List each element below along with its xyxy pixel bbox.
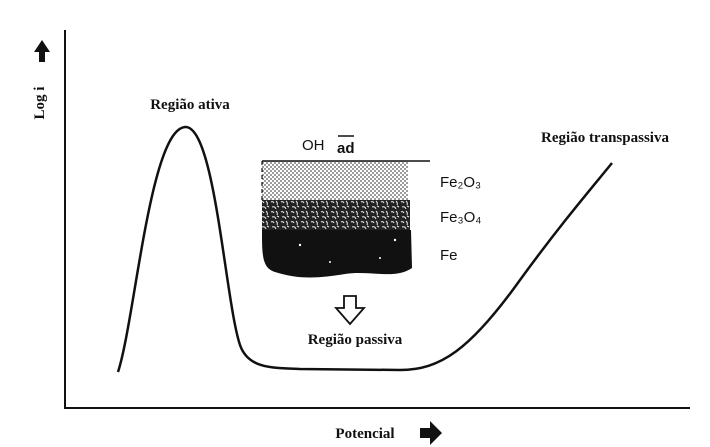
polarization-curve [116, 125, 613, 373]
y-label: Log i [32, 87, 48, 120]
ad-label: ad [337, 140, 355, 157]
oh-label: OH [302, 137, 325, 154]
x-arrow [420, 421, 442, 445]
fe3o4-label: Fe₃O₄ [440, 209, 481, 226]
active-label: Região ativa [150, 97, 230, 113]
passive-label: Região passiva [308, 332, 403, 348]
fe3o4-layer [262, 200, 410, 231]
fe-layer [262, 230, 412, 278]
fe-specks [298, 238, 397, 263]
fe2o3-label: Fe₂O₃ [440, 174, 481, 191]
transpassive-label: Região transpassiva [541, 130, 669, 146]
down-arrow [334, 295, 366, 326]
y-arrow [34, 40, 50, 62]
fe-label: Fe [440, 247, 458, 264]
fe2o3-layer [262, 161, 408, 201]
x-label: Potencial [335, 426, 394, 442]
axes [64, 30, 690, 409]
